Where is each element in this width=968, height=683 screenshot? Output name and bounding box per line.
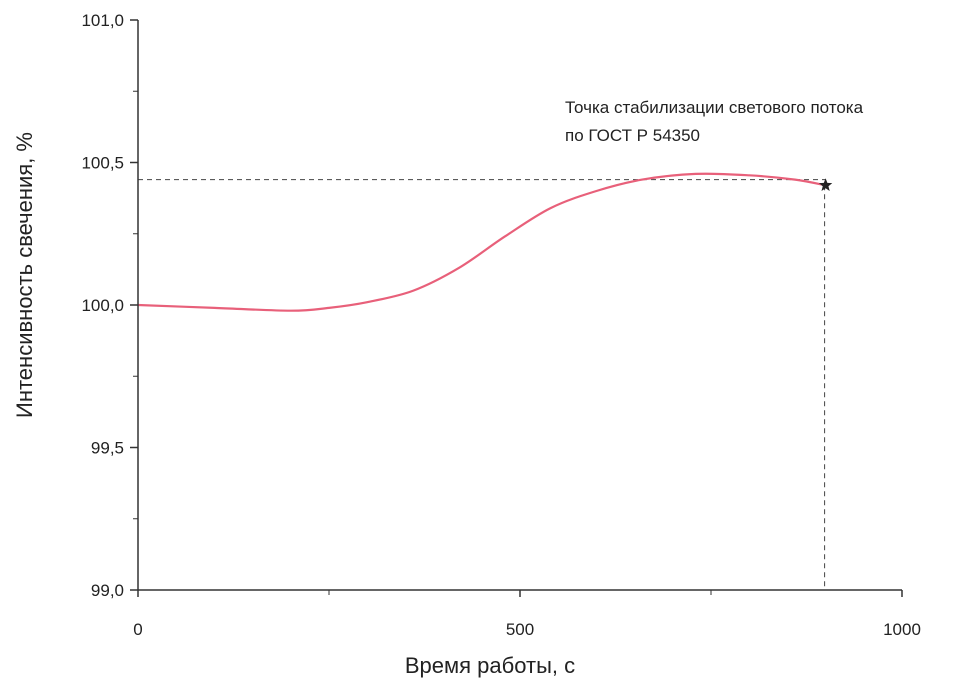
plot-area <box>137 172 833 590</box>
x-axis-title: Время работы, с <box>405 653 575 678</box>
annotation-line: Точка стабилизации светового потока <box>565 98 864 117</box>
y-tick-label: 99,0 <box>91 581 124 600</box>
series-line <box>137 172 826 312</box>
y-tick-label: 101,0 <box>81 11 124 30</box>
x-tick-label: 0 <box>133 620 142 639</box>
marker-layer <box>818 178 833 191</box>
y-tick-label: 99,5 <box>91 439 124 458</box>
y-tick-label: 100,0 <box>81 296 124 315</box>
reference-lines <box>138 179 826 590</box>
axes: 0 500 1000 99,0 99,5 100,0 100,5 101,0 <box>81 11 920 639</box>
x-ticks: 0 500 1000 <box>133 590 921 639</box>
series-layer <box>137 172 826 312</box>
x-tick-label: 500 <box>506 620 534 639</box>
y-ticks: 99,0 99,5 100,0 100,5 101,0 <box>81 11 138 600</box>
y-axis-title: Интенсивность свечения, % <box>12 132 37 418</box>
stabilization-star-marker <box>818 178 833 191</box>
annotation-text: Точка стабилизации светового потока по Г… <box>565 98 868 145</box>
y-tick-label: 100,5 <box>81 154 124 173</box>
annotation-line: по ГОСТ Р 54350 <box>565 126 700 145</box>
x-tick-label: 1000 <box>883 620 921 639</box>
